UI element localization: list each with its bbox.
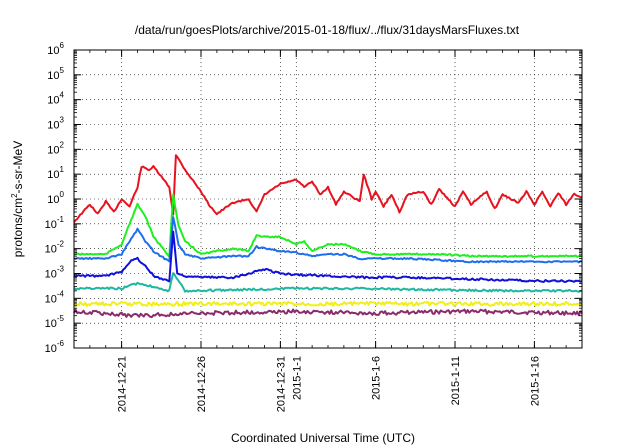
y-axis-label-suffix: -s-sr-MeV	[11, 141, 25, 194]
x-axis: 2014-12-21 2014-12-26 2014-12-31 2015-1-1 20…	[73, 50, 583, 412]
y-tick-label-base: 10	[47, 70, 59, 82]
y-tick-label: 10-2	[45, 240, 65, 256]
y-tick-label-exponent: -5	[57, 314, 65, 323]
y-tick-label: 106	[47, 41, 64, 57]
x-tick-label: 2015-1-16	[529, 356, 541, 406]
y-tick-label: 103	[47, 116, 64, 132]
x-tick-label: 2015-1-6	[371, 356, 383, 400]
y-axis-label-superscript: 2	[10, 193, 19, 198]
x-tick-label: 2014-12-21	[117, 356, 129, 412]
y-tick-label-base: 10	[45, 293, 57, 305]
y-tick-label-base: 10	[45, 269, 57, 281]
y-tick-label-base: 10	[47, 144, 59, 156]
y-tick-label: 10-1	[45, 215, 65, 231]
y-tick-label: 10-5	[45, 314, 65, 330]
y-tick-label: 10-4	[45, 289, 65, 305]
series-line	[73, 193, 583, 258]
y-tick-label-exponent: 2	[60, 140, 65, 149]
y-tick-label-exponent: 3	[60, 116, 65, 125]
x-tick-label: 2014-12-31	[275, 356, 287, 412]
y-tick-label: 101	[47, 165, 64, 181]
y-axis: 10-610-510-410-310-210-11001011021031041…	[45, 41, 582, 355]
y-tick-label-base: 10	[47, 194, 59, 206]
series-line	[73, 154, 583, 223]
y-tick-label-exponent: 5	[60, 66, 65, 75]
series-line	[73, 272, 583, 293]
y-axis-label-prefix: protons/cm	[11, 198, 25, 257]
y-tick-label-exponent: 0	[60, 190, 65, 199]
series-line	[73, 216, 583, 264]
y-axis-label: protons/cm2-s-sr-MeV	[10, 141, 25, 257]
y-tick-label-base: 10	[45, 244, 57, 256]
y-tick-label-base: 10	[47, 120, 59, 132]
chart-title: /data/run/goesPlots/archive/2015-01-18/f…	[135, 23, 520, 37]
series-line	[73, 300, 583, 307]
y-tick-label: 105	[47, 66, 64, 82]
y-tick-label-base: 10	[45, 318, 57, 330]
y-tick-label-exponent: -6	[57, 339, 65, 348]
y-tick-label: 102	[47, 140, 64, 156]
y-tick-label-exponent: 6	[60, 41, 65, 50]
y-tick-label-base: 10	[47, 95, 59, 107]
y-tick-label-base: 10	[47, 45, 59, 57]
y-tick-label-exponent: -3	[57, 265, 65, 274]
x-tick-label: 2015-1-11	[450, 356, 462, 405]
y-tick-label-base: 10	[45, 219, 57, 231]
series-line	[73, 308, 583, 319]
y-tick-label-exponent: -4	[57, 289, 65, 298]
y-tick-label: 10-3	[45, 265, 65, 281]
y-tick-label-exponent: -1	[57, 215, 65, 224]
x-tick-label: 2014-12-26	[196, 356, 208, 412]
y-tick-label-exponent: -2	[57, 240, 65, 249]
y-tick-label: 104	[47, 91, 64, 107]
x-tick-label: 2015-1-1	[291, 356, 303, 400]
y-tick-label-base: 10	[47, 169, 59, 181]
series-line	[73, 230, 583, 283]
y-tick-label-exponent: 1	[60, 165, 65, 174]
y-tick-label-base: 10	[45, 343, 57, 355]
y-tick-label: 10-6	[45, 339, 65, 355]
x-axis-label: Coordinated Universal Time (UTC)	[231, 431, 415, 445]
y-tick-label-exponent: 4	[60, 91, 65, 100]
y-tick-label: 100	[47, 190, 64, 206]
series-group	[73, 154, 583, 319]
